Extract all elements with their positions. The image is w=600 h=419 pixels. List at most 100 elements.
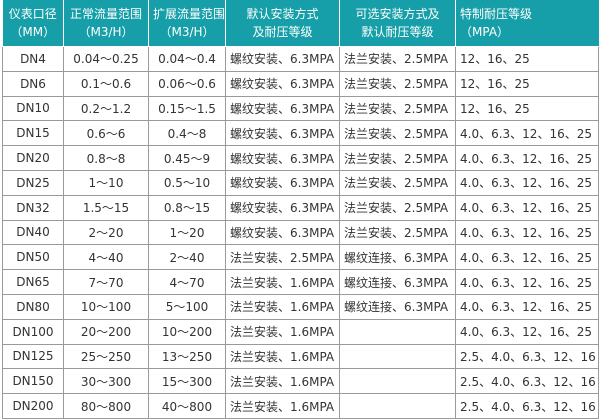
- cell-default-installation: 法兰安装、1.6MPA: [225, 318, 340, 345]
- header-line-1: 扩展流量范围: [153, 7, 226, 21]
- cell-caliber: DN150: [2, 368, 64, 395]
- cell-special-pressure-rating: 4.0、6.3、12、16、25: [455, 244, 599, 271]
- table-row: DN4 0.04～0.25 0.04～0.4 螺纹安装、6.3MPA 法兰安装、2.5M…: [2, 46, 599, 72]
- cell-default-installation: 法兰安装、1.6MPA: [225, 269, 340, 295]
- cell-optional-installation: [339, 343, 456, 370]
- cell-special-pressure-rating: 4.0、6.3、12、16、25: [455, 269, 599, 295]
- table-row: DN25 1～10 0.5～10 螺纹安装、6.3MPA 法兰安装、2.5MPA 4.0、…: [2, 169, 599, 196]
- column-header-caliber: 仪表口径 （MM）: [2, 0, 64, 47]
- cell-default-installation: 法兰安装、1.6MPA: [225, 293, 340, 320]
- cell-extended-flow-range: 40～800: [148, 393, 226, 419]
- table-row: DN10 0.2～1.2 0.15～1.5 螺纹安装、6.3MPA 法兰安装、2.5MP…: [2, 95, 599, 122]
- cell-normal-flow-range: 10～100: [63, 293, 149, 320]
- column-header-special-pressure-rating: 特制耐压等级 （MPA）: [455, 0, 599, 47]
- cell-extended-flow-range: 1～20: [148, 219, 226, 246]
- cell-optional-installation: 法兰安装、2.5MPA: [339, 219, 456, 246]
- cell-optional-installation: 法兰安装、2.5MPA: [339, 169, 456, 196]
- cell-optional-installation: 法兰安装、2.5MPA: [339, 95, 456, 122]
- table-header-row: 仪表口径 （MM） 正常流量范围 （M3/H） 扩展流量范围 （M3/H） 默认安装方式 及耐…: [2, 0, 599, 47]
- cell-caliber: DN4: [2, 46, 64, 72]
- cell-normal-flow-range: 7～70: [63, 269, 149, 295]
- cell-caliber: DN25: [2, 169, 64, 196]
- cell-extended-flow-range: 0.45～9: [148, 145, 226, 171]
- table-row: DN125 25～250 13～250 法兰安装、1.6MPA 2.5、4.0、6.3、…: [2, 343, 599, 370]
- cell-special-pressure-rating: 12、16、25: [455, 70, 599, 97]
- cell-special-pressure-rating: 2.5、4.0、6.3、12、16: [455, 343, 599, 370]
- header-line-1: 特制耐压等级: [460, 7, 533, 21]
- header-line-1: 默认安装方式: [246, 7, 319, 21]
- cell-default-installation: 螺纹安装、6.3MPA: [225, 70, 340, 97]
- table-row: DN50 4～40 2～40 法兰安装、2.5MPA 螺纹连接、6.3MPA 4.0、6.…: [2, 244, 599, 271]
- cell-normal-flow-range: 0.2～1.2: [63, 95, 149, 122]
- cell-extended-flow-range: 10～200: [148, 318, 226, 345]
- cell-optional-installation: 法兰安装、2.5MPA: [339, 70, 456, 97]
- cell-normal-flow-range: 2～20: [63, 219, 149, 246]
- cell-optional-installation: [339, 318, 456, 345]
- cell-default-installation: 螺纹安装、6.3MPA: [225, 95, 340, 122]
- cell-special-pressure-rating: 2.5、4.0、6.3、12、16: [455, 368, 599, 395]
- cell-caliber: DN65: [2, 269, 64, 295]
- header-line-2: （MM）: [10, 25, 56, 39]
- table-row: DN150 30～300 15～300 法兰安装、1.6MPA 2.5、4.0、6.3、…: [2, 368, 599, 395]
- cell-extended-flow-range: 0.4～8: [148, 120, 226, 147]
- cell-caliber: DN50: [2, 244, 64, 271]
- column-header-optional-installation: 可选安装方式及 默认耐压等级: [339, 0, 456, 47]
- cell-optional-installation: 法兰安装、2.5MPA: [339, 145, 456, 171]
- cell-optional-installation: 螺纹连接、6.3MPA: [339, 269, 456, 295]
- cell-normal-flow-range: 0.04～0.25: [63, 46, 149, 72]
- cell-caliber: DN125: [2, 343, 64, 370]
- cell-optional-installation: 螺纹连接、6.3MPA: [339, 293, 456, 320]
- cell-extended-flow-range: 2～40: [148, 244, 226, 271]
- cell-optional-installation: [339, 368, 456, 395]
- table-row: DN80 10～100 5～100 法兰安装、1.6MPA 螺纹连接、6.3MPA 4.0…: [2, 293, 599, 320]
- cell-default-installation: 法兰安装、1.6MPA: [225, 393, 340, 419]
- cell-special-pressure-rating: 4.0、6.3、12、16、25: [455, 145, 599, 171]
- cell-default-installation: 法兰安装、1.6MPA: [225, 368, 340, 395]
- header-line-2: 默认耐压等级: [361, 25, 434, 39]
- cell-normal-flow-range: 1.5～15: [63, 194, 149, 221]
- cell-normal-flow-range: 0.6～6: [63, 120, 149, 147]
- column-header-extended-flow-range: 扩展流量范围 （M3/H）: [148, 0, 226, 47]
- table-row: DN100 20～200 10～200 法兰安装、1.6MPA 4.0、6.3、12、1…: [2, 318, 599, 345]
- cell-extended-flow-range: 15～300: [148, 368, 226, 395]
- cell-optional-installation: 螺纹连接、6.3MPA: [339, 244, 456, 271]
- cell-default-installation: 法兰安装、2.5MPA: [225, 244, 340, 271]
- cell-default-installation: 螺纹安装、6.3MPA: [225, 169, 340, 196]
- cell-special-pressure-rating: 12、16、25: [455, 95, 599, 122]
- table-row: DN40 2～20 1～20 螺纹安装、6.3MPA 法兰安装、2.5MPA 4.0、6.…: [2, 219, 599, 246]
- cell-default-installation: 螺纹安装、6.3MPA: [225, 219, 340, 246]
- cell-extended-flow-range: 4～70: [148, 269, 226, 295]
- cell-special-pressure-rating: 4.0、6.3、12、16、25: [455, 194, 599, 221]
- header-line-2: （M3/H）: [159, 25, 215, 39]
- cell-default-installation: 法兰安装、1.6MPA: [225, 343, 340, 370]
- cell-normal-flow-range: 30～300: [63, 368, 149, 395]
- cell-caliber: DN32: [2, 194, 64, 221]
- cell-special-pressure-rating: 4.0、6.3、12、16、25: [455, 318, 599, 345]
- cell-default-installation: 螺纹安装、6.3MPA: [225, 120, 340, 147]
- column-header-default-installation: 默认安装方式 及耐压等级: [225, 0, 340, 47]
- column-header-normal-flow-range: 正常流量范围 （M3/H）: [63, 0, 149, 47]
- cell-special-pressure-rating: 2.5、4.0、6.3、12、16: [455, 393, 599, 419]
- cell-special-pressure-rating: 4.0、6.3、12、16、25: [455, 293, 599, 320]
- cell-caliber: DN200: [2, 393, 64, 419]
- cell-extended-flow-range: 0.5～10: [148, 169, 226, 196]
- cell-caliber: DN20: [2, 145, 64, 171]
- cell-caliber: DN100: [2, 318, 64, 345]
- header-line-2: （MPA）: [460, 25, 510, 39]
- header-line-2: 及耐压等级: [252, 25, 313, 39]
- cell-special-pressure-rating: 4.0、6.3、12、16、25: [455, 169, 599, 196]
- cell-special-pressure-rating: 4.0、6.3、12、16、25: [455, 120, 599, 147]
- header-line-2: （M3/H）: [78, 25, 134, 39]
- table-row: DN20 0.8～8 0.45～9 螺纹安装、6.3MPA 法兰安装、2.5MPA 4.0…: [2, 145, 599, 171]
- cell-caliber: DN40: [2, 219, 64, 246]
- cell-caliber: DN6: [2, 70, 64, 97]
- cell-optional-installation: 法兰安装、2.5MPA: [339, 46, 456, 72]
- cell-normal-flow-range: 4～40: [63, 244, 149, 271]
- cell-caliber: DN80: [2, 293, 64, 320]
- cell-default-installation: 螺纹安装、6.3MPA: [225, 46, 340, 72]
- cell-default-installation: 螺纹安装、6.3MPA: [225, 194, 340, 221]
- cell-caliber: DN15: [2, 120, 64, 147]
- cell-default-installation: 螺纹安装、6.3MPA: [225, 145, 340, 171]
- cell-caliber: DN10: [2, 95, 64, 122]
